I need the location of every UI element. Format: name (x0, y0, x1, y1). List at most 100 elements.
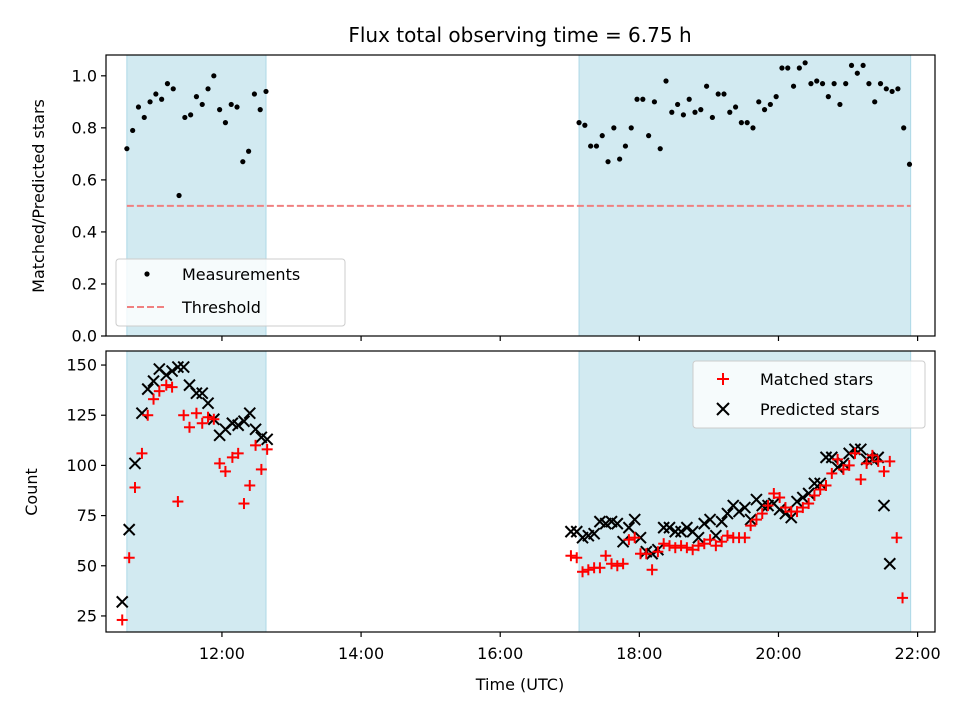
measurement-point (663, 78, 669, 84)
bottom-y-tick-label: 150 (66, 356, 97, 375)
bottom-axes-frame (105, 350, 936, 633)
predicted-point (128, 457, 142, 470)
predicted-point (814, 477, 827, 490)
bottom-x-tick-label: 14:00 (338, 644, 384, 663)
measurement-point (750, 125, 756, 131)
matched-point (196, 417, 208, 429)
matched-point (768, 488, 780, 500)
measurement-point (646, 133, 652, 139)
predicted-point (790, 495, 804, 508)
matched-point (153, 385, 165, 397)
matched-point (208, 413, 220, 425)
measurement-point (715, 91, 721, 97)
measurement-point (779, 65, 785, 71)
matched-point (866, 449, 878, 461)
bottom-x-tick-label: 16:00 (477, 644, 523, 663)
measurement-point (744, 120, 750, 126)
matched-point (190, 407, 202, 419)
predicted-point (564, 525, 578, 538)
measurement-point (732, 104, 739, 110)
matched-point (891, 532, 903, 544)
matched-point (762, 500, 774, 512)
matched-point (791, 506, 803, 518)
predicted-point (785, 511, 798, 524)
measurement-point (895, 86, 901, 92)
legend-measurements-marker (144, 271, 150, 277)
measurement-point (767, 101, 773, 108)
matched-point (136, 447, 148, 459)
matched-point (116, 614, 128, 626)
measurement-point (193, 94, 200, 100)
measurement-point (617, 156, 623, 162)
legend-predicted-label: Predicted stars (760, 400, 880, 419)
matched-point (646, 564, 658, 576)
measurement-point (675, 101, 681, 108)
measurement-point (727, 109, 733, 115)
top-points-layer (124, 60, 913, 199)
matched-point (640, 548, 652, 560)
top-y-tick-label: 0.4 (72, 222, 97, 241)
matched-point (692, 540, 704, 552)
measurement-point (130, 127, 136, 134)
matched-point (148, 393, 160, 405)
measurement-point (217, 107, 223, 113)
matched-point (160, 379, 172, 391)
bottom-y-tick-label: 100 (66, 456, 97, 475)
measurement-point (153, 91, 159, 97)
matched-point (166, 381, 178, 393)
matched-point (837, 463, 849, 475)
measurement-point (773, 94, 779, 100)
matched-point (843, 459, 855, 471)
matched-point (658, 538, 670, 550)
matched-point (797, 502, 809, 514)
predicted-point (738, 501, 752, 514)
matched-point (820, 479, 832, 491)
measurement-point (159, 96, 165, 102)
measurement-point (599, 133, 605, 139)
matched-point (756, 508, 768, 520)
matched-point (582, 564, 594, 576)
measurement-point (692, 109, 698, 115)
predicted-point (165, 364, 179, 378)
top-observing-bands (126, 54, 912, 337)
measurement-point (124, 146, 130, 152)
predicted-point (249, 423, 262, 436)
measurement-point (205, 86, 211, 92)
matched-point (739, 532, 751, 544)
matched-point (832, 453, 844, 465)
matched-point (716, 536, 728, 548)
measurement-point (228, 101, 234, 108)
predicted-point (831, 461, 844, 474)
top-y-ticks: 0.0 0.2 0.4 0.6 0.8 1.0 (72, 66, 106, 346)
measurement-point (605, 159, 611, 165)
matched-point (750, 514, 762, 526)
measurement-point (808, 81, 814, 87)
measurement-point (147, 99, 153, 105)
measurement-point (628, 125, 634, 131)
measurement-point (669, 109, 675, 115)
predicted-point (634, 531, 647, 544)
measurement-point (576, 120, 582, 126)
measurement-point (593, 143, 600, 149)
measurement-point (222, 120, 229, 126)
matched-point (565, 550, 577, 562)
matched-point (202, 411, 214, 423)
matched-point (183, 421, 195, 433)
measurement-point (814, 78, 820, 84)
predicted-point (698, 517, 711, 530)
bottom-y-ticks: 25 50 75 100 125 150 (66, 356, 106, 625)
chart-title: Flux total observing time = 6.75 h (348, 23, 691, 47)
measurement-point (199, 101, 205, 108)
measurement-point (582, 122, 588, 128)
matched-point (779, 502, 791, 514)
matched-point (611, 560, 623, 572)
measurement-point (634, 96, 640, 102)
matched-point (884, 455, 896, 467)
matched-point (238, 498, 250, 510)
matched-point (652, 546, 664, 558)
predicted-point (674, 525, 688, 538)
matched-point (774, 492, 786, 504)
measurement-point (234, 104, 240, 110)
measurement-point (889, 88, 895, 95)
top-y-tick-label: 0.8 (72, 118, 97, 137)
